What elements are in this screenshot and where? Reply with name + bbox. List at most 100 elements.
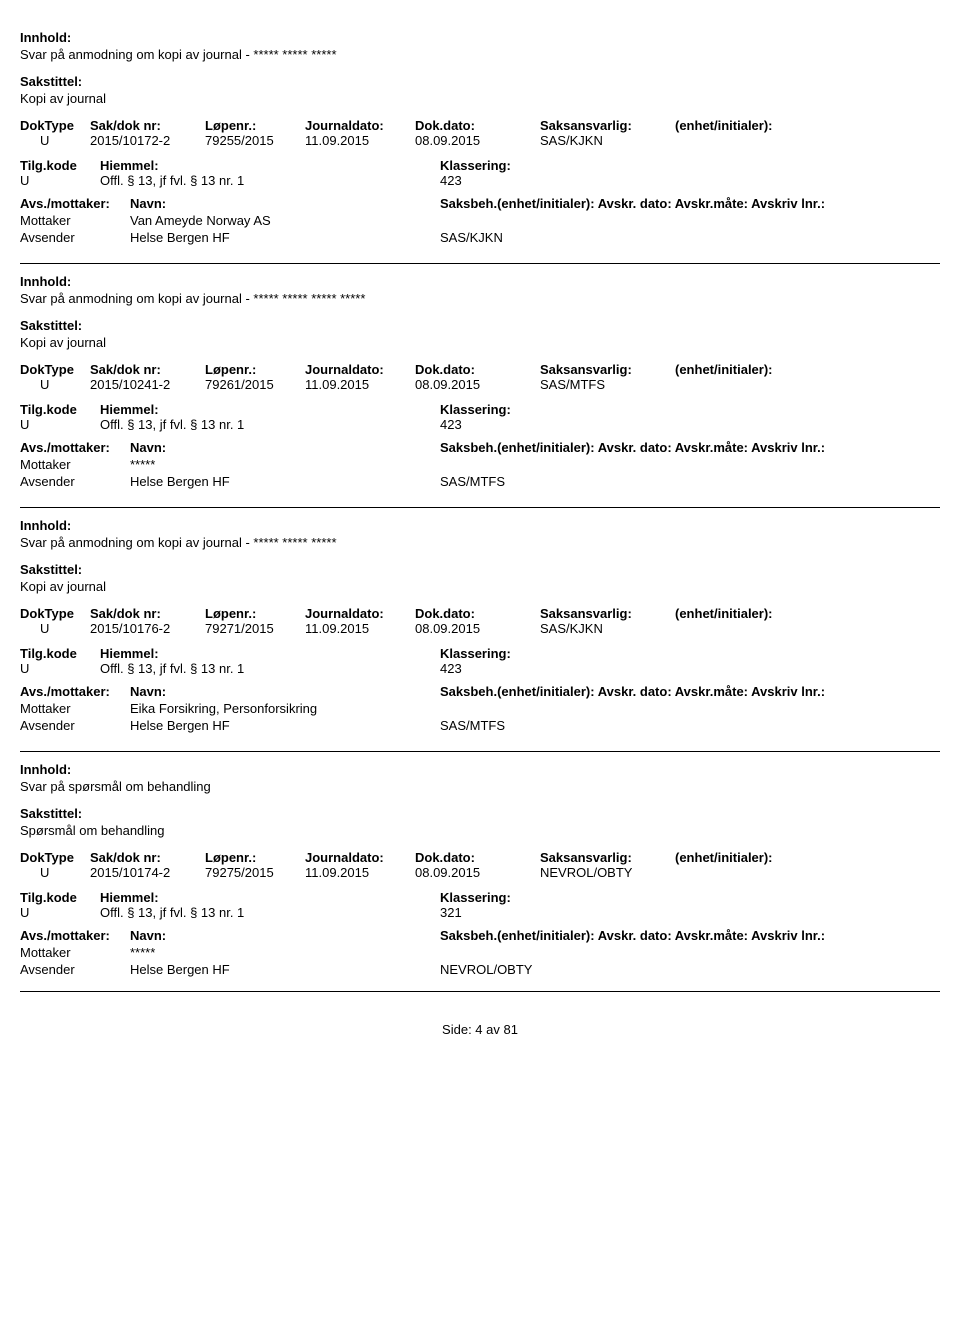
sakdok-value: 2015/10176-2 [90,621,205,636]
divider-bottom [20,991,940,992]
col-enhet-header: (enhet/initialer): [675,850,940,865]
header-row-1: DokType Sak/dok nr: Løpenr.: Journaldato… [20,850,940,865]
sakstittel-label: Sakstittel: [20,318,940,333]
header-row-2: Tilg.kode Hiemmel: Klassering: [20,890,940,905]
innhold-label: Innhold: [20,518,940,533]
lopenr-value: 79255/2015 [205,133,305,148]
col-lopenr-header: Løpenr.: [205,362,305,377]
saksbeh-unit: SAS/KJKN [440,230,940,245]
dokdato-value: 08.09.2015 [415,621,540,636]
mottaker-label: Mottaker [20,213,130,228]
dokdato-value: 08.09.2015 [415,377,540,392]
journal-record: Innhold: Svar på spørsmål om behandling … [20,743,940,987]
divider-top [20,751,940,752]
mottaker-label: Mottaker [20,457,130,472]
col-avsmottaker-header: Avs./mottaker: [20,684,130,699]
hjemmel-value: Offl. § 13, jf fvl. § 13 nr. 1 [100,905,440,920]
col-hjemmel-header: Hiemmel: [100,890,440,905]
value-row-2: U Offl. § 13, jf fvl. § 13 nr. 1 423 [20,661,940,676]
journaldato-value: 11.09.2015 [305,377,415,392]
col-dokdato-header: Dok.dato: [415,362,540,377]
doktype-value: U [20,377,100,392]
col-saksansvarlig-header: Saksansvarlig: [540,606,675,621]
journal-record: Innhold: Svar på anmodning om kopi av jo… [20,499,940,743]
avsender-label: Avsender [20,962,130,977]
dokdato-value: 08.09.2015 [415,865,540,880]
header-row-1: DokType Sak/dok nr: Løpenr.: Journaldato… [20,362,940,377]
avsender-navn: Helse Bergen HF [130,962,440,977]
divider-top [20,263,940,264]
page-footer: Side: 4 av 81 [20,1022,940,1037]
mottaker-row: Mottaker ***** [20,945,940,960]
mottaker-row: Mottaker ***** [20,457,940,472]
col-saksansvarlig-header: Saksansvarlig: [540,850,675,865]
innhold-value: Svar på spørsmål om behandling [20,779,940,794]
innhold-label: Innhold: [20,30,940,45]
col-avsmottaker-header: Avs./mottaker: [20,928,130,943]
col-klassering-header: Klassering: [440,402,940,417]
klassering-value: 423 [440,417,940,432]
value-row-1: U 2015/10176-2 79271/2015 11.09.2015 08.… [20,621,940,636]
col-saksansvarlig-header: Saksansvarlig: [540,118,675,133]
col-sakdok-header: Sak/dok nr: [90,118,205,133]
mottaker-navn: ***** [130,457,440,472]
journaldato-value: 11.09.2015 [305,621,415,636]
col-navn-header: Navn: [130,440,440,455]
header-row-3: Avs./mottaker: Navn: Saksbeh.(enhet/init… [20,440,940,455]
innhold-value: Svar på anmodning om kopi av journal - *… [20,535,940,550]
col-avsmottaker-header: Avs./mottaker: [20,196,130,211]
header-row-1: DokType Sak/dok nr: Løpenr.: Journaldato… [20,606,940,621]
col-klassering-header: Klassering: [440,158,940,173]
col-hjemmel-header: Hiemmel: [100,158,440,173]
col-saksbeh-header: Saksbeh.(enhet/initialer): Avskr. dato: … [440,684,940,699]
mottaker-navn: ***** [130,945,440,960]
avsender-label: Avsender [20,230,130,245]
col-sakdok-header: Sak/dok nr: [90,606,205,621]
sakstittel-value: Kopi av journal [20,91,940,106]
avsender-row: Avsender Helse Bergen HF SAS/MTFS [20,474,940,489]
doktype-value: U [20,133,100,148]
col-enhet-header: (enhet/initialer): [675,362,940,377]
value-row-2: U Offl. § 13, jf fvl. § 13 nr. 1 423 [20,173,940,188]
mottaker-row: Mottaker Van Ameyde Norway AS [20,213,940,228]
lopenr-value: 79261/2015 [205,377,305,392]
value-row-2: U Offl. § 13, jf fvl. § 13 nr. 1 423 [20,417,940,432]
col-navn-header: Navn: [130,196,440,211]
col-lopenr-header: Løpenr.: [205,118,305,133]
col-tilgkode-header: Tilg.kode [20,158,100,173]
lopenr-value: 79275/2015 [205,865,305,880]
mottaker-navn: Eika Forsikring, Personforsikring [130,701,440,716]
value-row-1: U 2015/10172-2 79255/2015 11.09.2015 08.… [20,133,940,148]
col-tilgkode-header: Tilg.kode [20,890,100,905]
avsender-row: Avsender Helse Bergen HF NEVROL/OBTY [20,962,940,977]
innhold-label: Innhold: [20,274,940,289]
innhold-value: Svar på anmodning om kopi av journal - *… [20,47,940,62]
col-lopenr-header: Løpenr.: [205,850,305,865]
col-klassering-header: Klassering: [440,646,940,661]
sakdok-value: 2015/10241-2 [90,377,205,392]
col-enhet-header: (enhet/initialer): [675,606,940,621]
avsender-row: Avsender Helse Bergen HF SAS/MTFS [20,718,940,733]
klassering-value: 423 [440,173,940,188]
sakstittel-label: Sakstittel: [20,562,940,577]
saksansvarlig-value: SAS/KJKN [540,621,675,636]
saksansvarlig-value: NEVROL/OBTY [540,865,675,880]
journaldato-value: 11.09.2015 [305,133,415,148]
hjemmel-value: Offl. § 13, jf fvl. § 13 nr. 1 [100,661,440,676]
journal-record: Innhold: Svar på anmodning om kopi av jo… [20,16,940,255]
saksbeh-unit: NEVROL/OBTY [440,962,940,977]
tilgkode-value: U [20,173,100,188]
sakstittel-value: Kopi av journal [20,579,940,594]
tilgkode-value: U [20,661,100,676]
col-lopenr-header: Løpenr.: [205,606,305,621]
col-saksansvarlig-header: Saksansvarlig: [540,362,675,377]
col-journaldato-header: Journaldato: [305,850,415,865]
col-navn-header: Navn: [130,928,440,943]
tilgkode-value: U [20,417,100,432]
col-navn-header: Navn: [130,684,440,699]
col-tilgkode-header: Tilg.kode [20,402,100,417]
tilgkode-value: U [20,905,100,920]
records-container: Innhold: Svar på anmodning om kopi av jo… [20,16,940,992]
header-row-2: Tilg.kode Hiemmel: Klassering: [20,402,940,417]
value-row-1: U 2015/10241-2 79261/2015 11.09.2015 08.… [20,377,940,392]
